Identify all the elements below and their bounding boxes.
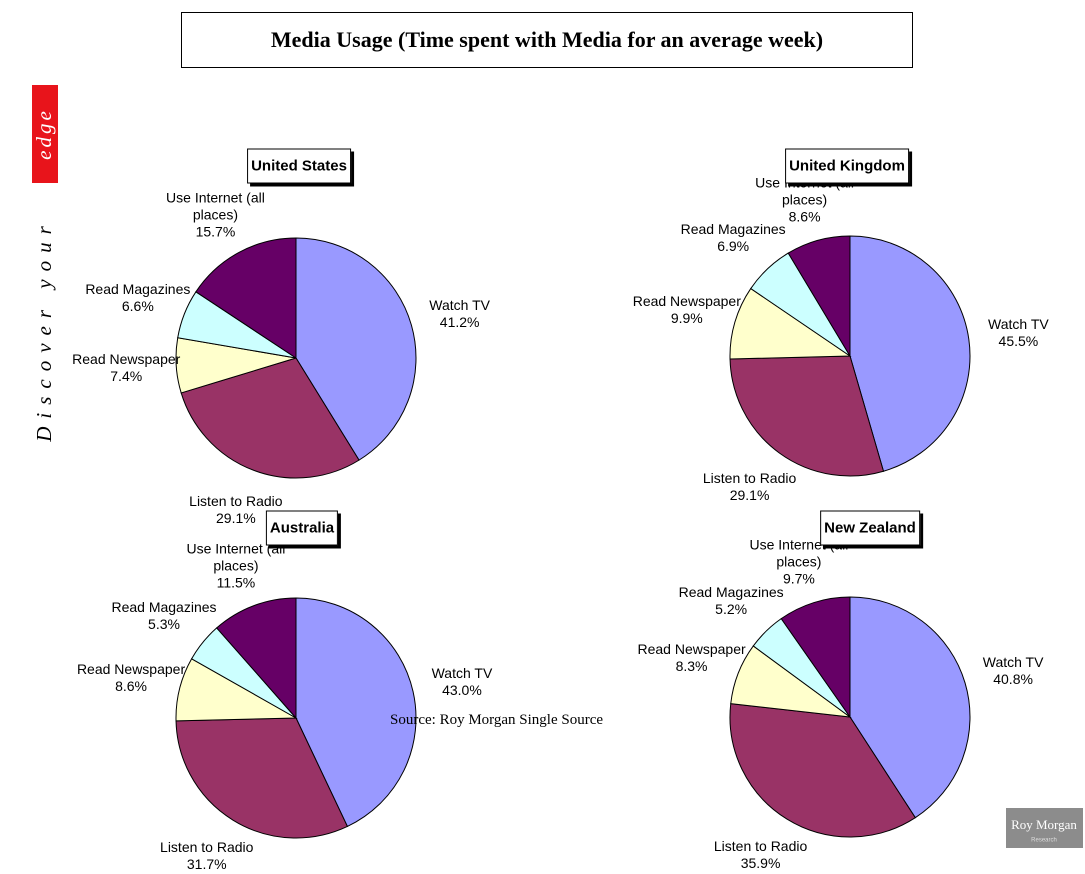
slice-value: 43.0%: [442, 682, 482, 699]
slice-category: Watch TV: [988, 316, 1049, 333]
slice-label: Watch TV 45.5%: [953, 316, 1083, 350]
slice-category: Listen to Radio: [713, 837, 808, 854]
slice-label: Read Magazines 5.3%: [99, 599, 229, 633]
main-title: Media Usage (Time spent with Media for a…: [181, 12, 913, 68]
slice-value: 11.5%: [216, 574, 256, 591]
slice-category: Listen to Radio: [160, 838, 254, 855]
slice-category: Listen to Radio: [189, 492, 283, 509]
slice-category: Watch TV: [431, 665, 493, 682]
side-text-end: edge: [32, 108, 56, 160]
slice-value: 29.1%: [216, 509, 256, 526]
slice-category: Read Newspaper: [637, 641, 746, 658]
slice-value: 8.6%: [115, 678, 147, 695]
slice-label: Use Internet (all places) 15.7%: [150, 190, 280, 241]
slice-value: 35.9%: [740, 854, 781, 871]
pie-title: United Kingdom: [785, 148, 909, 184]
slice-category: Read Newspaper: [632, 293, 741, 310]
slice-label: Listen to Radio 29.1%: [171, 493, 301, 527]
slice-category: Watch TV: [982, 654, 1044, 671]
logo-name: Roy Morgan: [1011, 817, 1077, 832]
slice-value: 45.5%: [998, 333, 1039, 350]
slice-label: Read Magazines 6.6%: [73, 281, 203, 315]
pie-slice: [780, 596, 851, 719]
pie-slice: [729, 287, 852, 360]
slice-label: Read Newspaper 7.4%: [61, 351, 191, 385]
slice-label: Read Newspaper 8.6%: [66, 661, 196, 695]
slice-label: Watch TV 41.2%: [395, 297, 525, 331]
slice-label: Read Newspaper 8.3%: [627, 641, 757, 675]
slice-value: 15.7%: [195, 223, 236, 240]
slice-label: Listen to Radio 35.9%: [696, 838, 826, 872]
pie-slice: [180, 357, 360, 479]
slice-value: 6.6%: [121, 298, 154, 315]
pie-slice: [175, 717, 349, 839]
slice-label: Read Magazines 5.2%: [666, 584, 796, 618]
slice-category: Use Internet (all places): [166, 189, 265, 223]
slice-label: Listen to Radio 29.1%: [685, 470, 815, 504]
slice-value: 6.9%: [717, 238, 750, 255]
side-logo-box: [32, 85, 58, 183]
slice-value: 40.8%: [993, 671, 1033, 688]
side-text-start: Discover your: [32, 218, 56, 443]
slice-value: 41.2%: [439, 313, 480, 330]
slice-value: 8.3%: [675, 658, 708, 675]
slice-label: Listen to Radio 31.7%: [142, 839, 272, 873]
slice-label: Watch TV 43.0%: [397, 665, 527, 699]
source: Source: Roy Morgan Single Source: [390, 712, 604, 728]
slice-value: 9.7%: [782, 570, 815, 587]
slice-value: 5.2%: [715, 601, 748, 618]
slice-category: Read Magazines: [111, 598, 217, 615]
pie-slice: [729, 703, 917, 838]
slice-value: 31.7%: [186, 855, 227, 872]
slice-value: 9.9%: [670, 310, 703, 327]
slice-category: Watch TV: [429, 296, 490, 313]
slice-category: Read Newspaper: [72, 351, 181, 368]
slice-label: Read Magazines 6.9%: [668, 221, 798, 255]
slice-label: Use Internet (all places) 11.5%: [171, 541, 301, 592]
pie-slice: [849, 235, 971, 472]
pie-title: New Zealand: [820, 510, 920, 546]
slice-category: Read Magazines: [85, 281, 191, 298]
slice-category: Read Newspaper: [76, 661, 186, 678]
pie-slice: [295, 237, 417, 461]
logo-box: [1006, 808, 1083, 848]
slice-category: Read Magazines: [678, 584, 784, 601]
slice-label: Read Newspaper 9.9%: [622, 293, 752, 327]
slice-value: 5.3%: [148, 615, 180, 632]
pie-slice: [729, 355, 885, 477]
pie-title: United States: [247, 148, 351, 184]
pie-slice: [195, 237, 297, 359]
pie-title: Australia: [265, 510, 339, 546]
slice-category: Read Magazines: [680, 221, 786, 238]
slice-label: Watch TV 40.8%: [948, 654, 1078, 688]
slice-category: Use Internet (all places): [186, 540, 286, 574]
pie-slice: [216, 597, 297, 720]
slice-category: Listen to Radio: [702, 469, 797, 486]
slice-value: 29.1%: [729, 486, 770, 503]
slice-value: 8.6%: [788, 208, 821, 225]
logo-subtitle: Research: [1031, 838, 1057, 844]
slice-value: 7.4%: [110, 368, 143, 385]
pie-slice: [295, 597, 417, 828]
pie-slice: [787, 235, 851, 358]
